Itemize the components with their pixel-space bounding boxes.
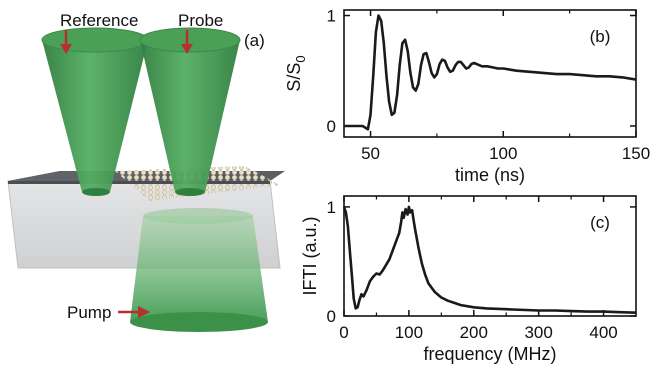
x-tick-label: 150 <box>622 144 650 163</box>
panel-label: (b) <box>590 27 611 46</box>
x-tick-label: 100 <box>489 144 517 163</box>
x-tick-label: 0 <box>339 323 348 342</box>
y-tick-label: 1 <box>327 198 336 217</box>
panel-label: (c) <box>590 213 610 232</box>
probe-label: Probe <box>178 11 223 30</box>
x-tick-label: 50 <box>361 144 380 163</box>
data-series-line <box>342 205 637 314</box>
plot-frame <box>343 195 637 317</box>
panel-a-label: (a) <box>244 31 265 50</box>
x-tick-label: 300 <box>524 323 552 342</box>
spectrum-chart: 0 100 200 300 400 0 1 frequency (MHz) IFTI (a.u.… <box>300 195 637 364</box>
reference-label: Reference <box>60 11 138 30</box>
y-axis-label: IFTI (a.u.) <box>300 216 320 295</box>
data-series-line <box>344 14 637 131</box>
schematic-panel: Reference Probe Pump (a) <box>7 11 285 332</box>
x-tick-label: 200 <box>460 323 488 342</box>
y-axis-label-main: S/S <box>284 63 304 92</box>
y-axis-label: S/S0 <box>284 55 308 91</box>
pump-beam <box>130 208 268 332</box>
pump-arrow <box>118 306 150 318</box>
probe-beam <box>139 27 241 196</box>
plot-frame <box>343 9 637 138</box>
x-tick-label: 100 <box>395 323 423 342</box>
y-tick-label: 1 <box>327 7 336 26</box>
x-axis-label: frequency (MHz) <box>423 344 556 364</box>
x-tick-label: 400 <box>589 323 617 342</box>
substrate-edge <box>8 181 270 184</box>
x-axis-label: time (ns) <box>455 165 525 185</box>
y-axis-label-subscript: 0 <box>293 55 308 62</box>
y-tick-label: 0 <box>327 117 336 136</box>
reference-arrow <box>60 30 72 54</box>
y-tick-label: 0 <box>327 307 336 326</box>
probe-arrow <box>181 30 193 54</box>
pump-label: Pump <box>67 303 111 322</box>
